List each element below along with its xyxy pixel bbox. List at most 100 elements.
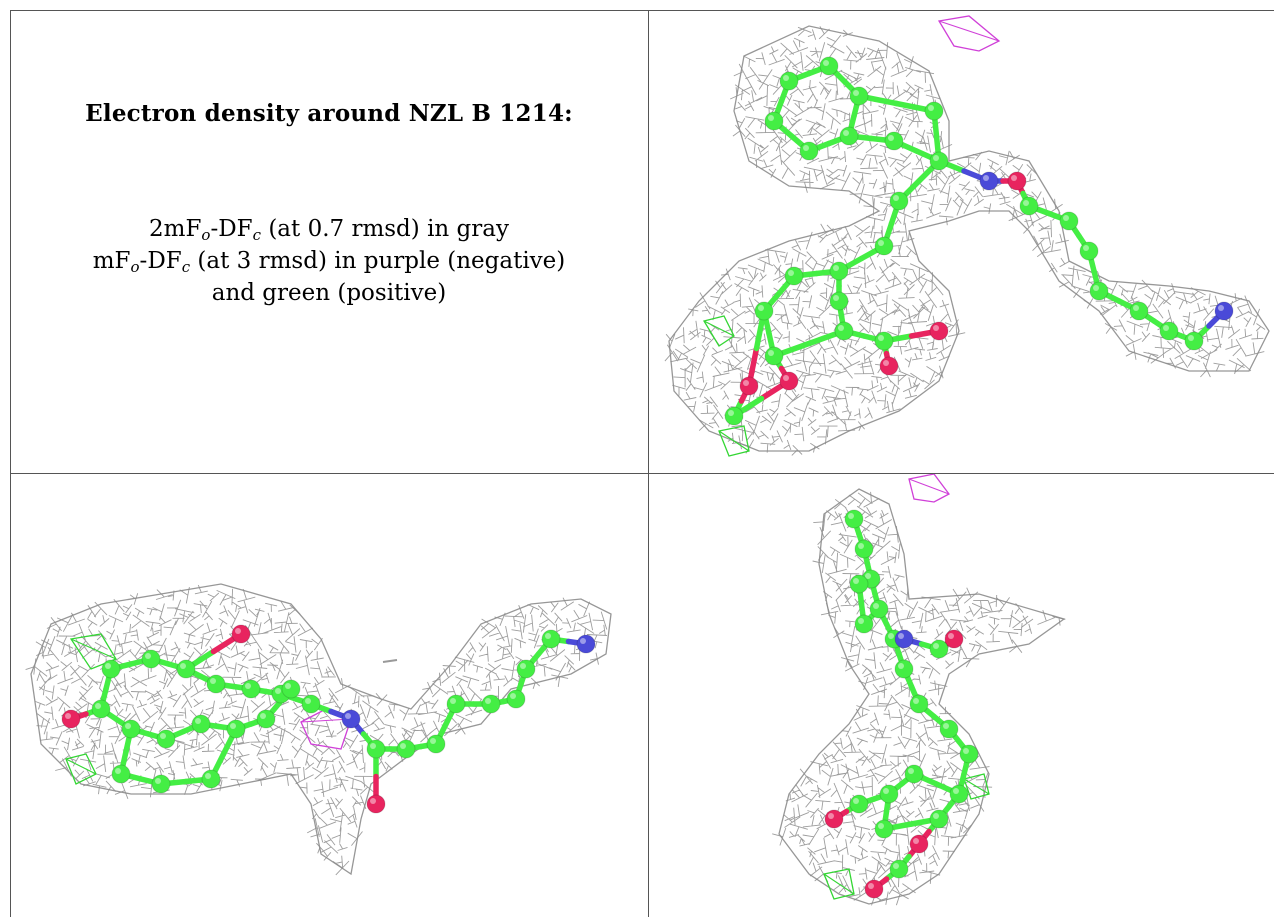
carbon-atom [191, 714, 211, 734]
atom-highlight [948, 633, 954, 639]
carbon-atom [241, 679, 261, 699]
atom-highlight [545, 633, 551, 639]
carbon-atom [929, 151, 949, 171]
atom-highlight [345, 713, 351, 719]
atom-highlight [788, 270, 794, 276]
oxygen-atom [1007, 171, 1027, 191]
carbon-atom [819, 56, 839, 76]
carbon-atom [141, 649, 161, 669]
density-mesh-negative [937, 15, 1001, 52]
carbon-atom [829, 261, 849, 281]
carbon-atom [754, 301, 774, 321]
atom-highlight [1063, 215, 1069, 221]
atom-highlight [768, 350, 774, 356]
carbon-atom [1019, 196, 1039, 216]
atom-highlight [823, 60, 829, 66]
oxygen-atom [779, 371, 799, 391]
oxygen-atom [739, 376, 759, 396]
atom-highlight [65, 713, 71, 719]
legend-line-colors: and green (positive) [211, 280, 447, 306]
atom-highlight [843, 130, 849, 136]
density-mesh-2fofc [25, 583, 612, 876]
atom-highlight [205, 773, 211, 779]
carbon-atom [874, 819, 894, 839]
oxygen-atom [879, 356, 899, 376]
atom-highlight [260, 713, 266, 719]
atom-highlight [783, 75, 789, 81]
density-view-bottom-left [11, 474, 648, 917]
atom-highlight [210, 678, 216, 684]
density-mesh-positive [69, 633, 117, 670]
density-mesh-positive [963, 773, 990, 800]
atom-highlight [485, 698, 491, 704]
atom-highlight [898, 633, 904, 639]
carbon-atom [176, 659, 196, 679]
nitrogen-atom [576, 634, 596, 654]
atom-highlight [430, 738, 436, 744]
atom-highlight [853, 90, 859, 96]
carbon-atom [929, 639, 949, 659]
atom-highlight [195, 718, 201, 724]
atom-highlight [898, 663, 904, 669]
carbon-atom [121, 719, 141, 739]
atom-highlight [848, 513, 854, 519]
carbon-atom [426, 734, 446, 754]
atom-highlight [933, 325, 939, 331]
legend-line-2fofc: 2mFo-DFc (at 0.7 rmsd) in gray [149, 216, 509, 244]
atom-highlight [865, 573, 871, 579]
carbon-atom [874, 331, 894, 351]
carbon-atom [909, 694, 929, 714]
atom-highlight [878, 335, 884, 341]
carbon-atom [91, 699, 111, 719]
atom-highlight [768, 115, 774, 121]
carbon-atom [849, 86, 869, 106]
carbon-atom [724, 406, 744, 426]
atom-highlight [758, 305, 764, 311]
carbon-atom [844, 509, 864, 529]
atom-highlight [510, 693, 516, 699]
atom-highlight [370, 743, 376, 749]
atom-highlight [853, 798, 859, 804]
molecule-render [772, 474, 1066, 906]
carbon-atom [799, 141, 819, 161]
carbon-atom [869, 599, 889, 619]
atom-highlight [520, 663, 526, 669]
carbon-atom [889, 191, 909, 211]
atom-highlight [115, 768, 121, 774]
carbon-atom [201, 769, 221, 789]
atom-highlight [1011, 175, 1017, 181]
atom-highlight [1163, 325, 1169, 331]
atom-highlight [833, 265, 839, 271]
atom-highlight [1133, 305, 1139, 311]
carbon-atom [849, 794, 869, 814]
carbon-atom [939, 719, 959, 739]
carbon-atom [226, 719, 246, 739]
atom-highlight [928, 105, 934, 111]
caption-legend: 2mFo-DFc (at 0.7 rmsd) in gray mFo-DFc (… [10, 213, 648, 309]
atom-highlight [883, 788, 889, 794]
carbon-atom [1184, 331, 1204, 351]
atom-highlight [868, 883, 874, 889]
atom-highlight [833, 295, 839, 301]
carbon-atom [301, 694, 321, 714]
atom-highlight [888, 633, 894, 639]
atom-highlight [953, 788, 959, 794]
atom-highlight [853, 578, 859, 584]
density-view-top-right [649, 11, 1274, 473]
atom-highlight [1083, 245, 1089, 251]
atom-highlight [1023, 200, 1029, 206]
atom-highlight [145, 653, 151, 659]
carbon-atom [834, 321, 854, 341]
oxygen-atom [864, 879, 884, 899]
atom-highlight [933, 643, 939, 649]
carbon-atom [959, 744, 979, 764]
atom-highlight [908, 768, 914, 774]
carbon-atom [256, 709, 276, 729]
atom-highlight [580, 638, 586, 644]
atom-highlight [155, 778, 161, 784]
carbon-atom [541, 629, 561, 649]
atom-highlight [305, 698, 311, 704]
carbon-atom [764, 111, 784, 131]
atom-highlight [1188, 335, 1194, 341]
